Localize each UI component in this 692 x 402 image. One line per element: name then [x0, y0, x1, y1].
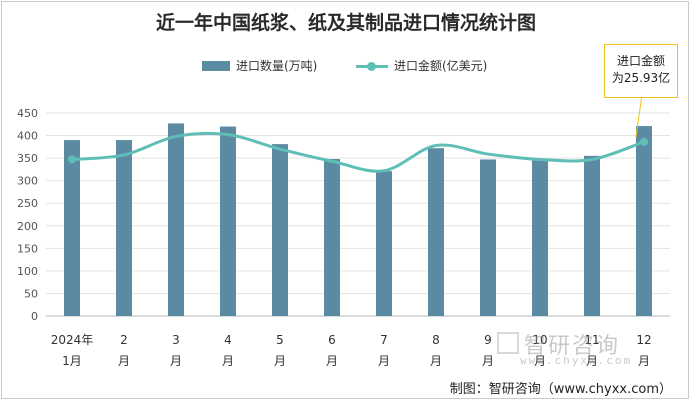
bar-quantity: [168, 123, 184, 317]
legend-item-quantity: 进口数量(万吨): [202, 57, 317, 74]
source-credit: 制图：智研咨询（www.chyxx.com）: [449, 382, 672, 397]
bar-quantity: [584, 155, 600, 316]
legend-label-value: 进口金额(亿美元): [394, 59, 488, 73]
y-tick-label: 250: [17, 197, 38, 210]
x-tick-label: 10: [532, 333, 547, 347]
chart-title: 近一年中国纸浆、纸及其制品进口情况统计图: [155, 12, 536, 34]
x-tick-label: 月: [430, 354, 442, 368]
x-tick-label: 1月: [62, 354, 82, 368]
x-tick-label: 月: [482, 354, 494, 368]
legend-bar-swatch: [202, 60, 230, 71]
y-tick-label: 150: [17, 242, 38, 255]
x-tick-label: 5: [276, 333, 284, 347]
x-tick-label: 12: [636, 333, 651, 347]
x-tick-label: 2024年: [51, 333, 94, 347]
x-tick-label: 月: [170, 354, 182, 368]
bar-quantity: [428, 148, 444, 316]
x-tick-label: 月: [222, 354, 234, 368]
bar-quantity: [532, 159, 548, 316]
x-tick-label: 7: [380, 333, 388, 347]
x-tick-label: 2: [120, 333, 128, 347]
x-tick-label: 3: [172, 333, 180, 347]
bar-quantity: [324, 159, 340, 316]
x-tick-label: 9: [484, 333, 492, 347]
series-line-value: [71, 131, 645, 173]
y-tick-label: 0: [31, 310, 38, 323]
annotation-line-1: 进口金额: [616, 54, 665, 68]
legend-item-value: 进口金额(亿美元): [356, 57, 487, 74]
x-tick-label: 月: [638, 354, 650, 368]
x-tick-label: 月: [586, 354, 598, 368]
bar-quantity: [480, 159, 496, 316]
x-tick-label: 4: [224, 333, 232, 347]
bar-quantity: [272, 144, 288, 316]
watermark-text: 智研咨询: [524, 334, 621, 359]
x-tick-label: 11: [584, 333, 599, 347]
legend-label-quantity: 进口数量(万吨): [236, 59, 318, 73]
line-point-value: [68, 155, 76, 164]
y-tick-label: 200: [17, 220, 38, 233]
watermark-url: www.chyxx.com: [520, 354, 633, 367]
chart-legend: 进口数量(万吨) 进口金额(亿美元): [0, 57, 692, 75]
bar-quantity: [376, 171, 392, 316]
y-tick-label: 350: [17, 152, 38, 165]
line-point-value: [640, 137, 648, 146]
x-tick-label: 月: [326, 354, 338, 368]
y-tick-label: 100: [17, 265, 38, 278]
legend-line-swatch: [356, 61, 388, 71]
bar-quantity: [116, 140, 132, 316]
x-tick-label: 月: [378, 354, 390, 368]
y-tick-label: 450: [17, 107, 38, 120]
x-tick-label: 8: [432, 333, 440, 347]
x-tick-label: 月: [118, 354, 130, 368]
y-tick-label: 400: [17, 130, 38, 143]
x-tick-label: 月: [534, 354, 546, 368]
annotation-callout: 进口金额 为25.93亿: [604, 44, 678, 98]
y-tick-label: 50: [24, 287, 38, 300]
x-tick-label: 月: [274, 354, 286, 368]
annotation-line-2: 为25.93亿: [611, 71, 671, 85]
bar-quantity: [636, 126, 652, 317]
x-tick-label: 6: [328, 333, 336, 347]
bar-quantity: [220, 126, 236, 317]
watermark-logo-icon: [497, 332, 519, 354]
bar-quantity: [64, 140, 80, 316]
y-tick-label: 300: [17, 175, 38, 188]
